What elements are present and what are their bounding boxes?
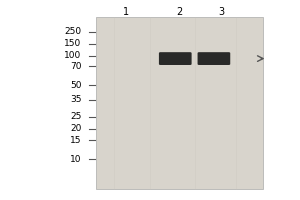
Text: 20: 20 [70, 124, 82, 133]
FancyBboxPatch shape [198, 52, 230, 65]
Text: 15: 15 [70, 136, 82, 145]
Text: 35: 35 [70, 96, 82, 104]
Text: 250: 250 [64, 27, 82, 36]
Bar [97, 17, 263, 189]
Text: 25: 25 [70, 112, 82, 121]
Text: 2: 2 [177, 7, 183, 17]
Text: 100: 100 [64, 51, 82, 60]
Text: 10: 10 [70, 155, 82, 164]
Text: 70: 70 [70, 62, 82, 71]
FancyBboxPatch shape [159, 52, 192, 65]
Text: 150: 150 [64, 39, 82, 48]
Text: 1: 1 [123, 7, 129, 17]
Text: 50: 50 [70, 81, 82, 90]
Text: 3: 3 [218, 7, 224, 17]
